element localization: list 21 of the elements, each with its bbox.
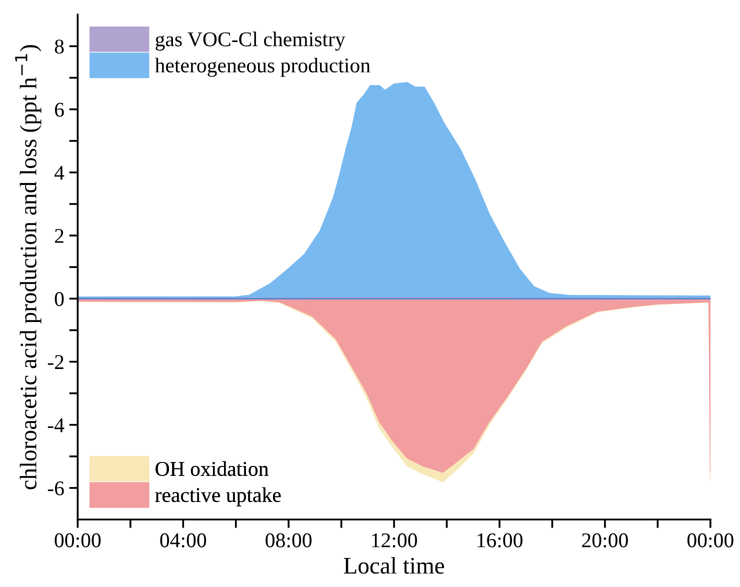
legend-label: heterogeneous production: [154, 58, 370, 77]
y-tick-label: 2: [55, 228, 64, 243]
legend-label: OH oxidation: [156, 461, 268, 476]
legend-label: gas VOC-Cl chemistry: [156, 32, 346, 51]
y-tick-label: -6: [48, 481, 64, 496]
x-tick-label: 12:00: [372, 533, 417, 548]
y-tick-label: 0: [54, 292, 64, 306]
y-tick-label: 6: [54, 102, 64, 117]
x-axis-title: Local time: [344, 557, 444, 574]
y-tick-label: 8: [54, 40, 64, 54]
y-tick-label: -2: [48, 355, 64, 369]
x-tick-label: 08:00: [266, 533, 312, 548]
x-tick-label: 00:00: [54, 533, 101, 548]
legend-label: reactive uptake: [155, 487, 281, 506]
x-tick-label: 16:00: [478, 533, 522, 548]
x-tick-label: 04:00: [160, 533, 206, 548]
x-tick-label: 00:00: [687, 533, 734, 548]
y-tick-label: -4: [48, 418, 64, 432]
y-tick-label: 4: [54, 166, 64, 180]
x-tick-label: 20:00: [582, 533, 628, 548]
y-axis-title: chloroacetic acid production and loss (ppt h$^{−1}$): [15, 45, 42, 490]
